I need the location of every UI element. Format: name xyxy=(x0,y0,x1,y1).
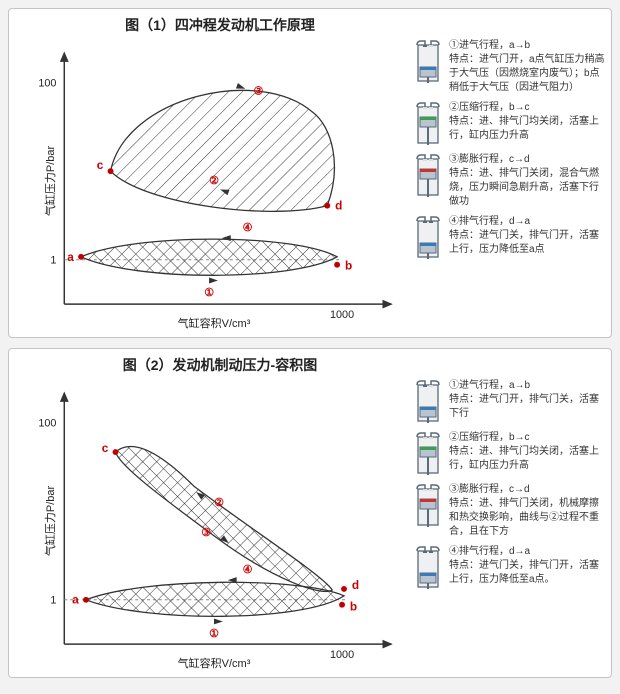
svg-text:d: d xyxy=(352,578,359,592)
figure-2-legend: ①进气行程，a→b特点：进气门开，排气门关，活塞下行 ②压缩行程，b→c特点：进… xyxy=(413,379,607,591)
legend-body: 特点：进、排气门关闭，机械摩擦和热交换影响，曲线与②过程不重合，且在下方 xyxy=(449,497,607,539)
legend-body: 特点：进气门关，排气门开，活塞上行，压力降低至a点。 xyxy=(449,559,607,587)
legend-body: 特点：进、排气门均关闭，活塞上行，缸内压力升高 xyxy=(449,445,607,473)
legend-text: ②压缩行程，b→c特点：进、排气门均关闭，活塞上行，缸内压力升高 xyxy=(449,431,607,477)
svg-text:c: c xyxy=(97,158,104,172)
svg-text:1: 1 xyxy=(50,595,56,607)
legend-body: 特点：进气门开，a点气缸压力稍高于大气压（因燃烧室内废气）；b点稍低于大气压（因… xyxy=(449,53,607,95)
legend-item-1: ①进气行程，a→b特点：进气门开，a点气缸压力稍高于大气压（因燃烧室内废气）；b… xyxy=(413,39,607,95)
figure-1-svg: 1 100 1000 a b c d ① ② ③ ④ xyxy=(17,33,411,329)
legend-head: ①进气行程，a→b xyxy=(449,379,607,393)
svg-text:④: ④ xyxy=(243,222,253,234)
y-axis-label: 气缸压力P/bar xyxy=(42,486,58,556)
svg-text:①: ① xyxy=(209,628,219,640)
legend-body: 特点：进、排气门均关闭，活塞上行，缸内压力升高 xyxy=(449,115,607,143)
figure-2-svg: 1 100 1000 a b c d ① ② ③ ④ xyxy=(17,373,411,669)
legend-body: 特点：进气门开，排气门关，活塞下行 xyxy=(449,393,607,421)
figure-2-title: 图（2）发动机制动压力-容积图 xyxy=(9,355,431,375)
legend-item-4: ④排气行程，d→a特点：进气门关，排气门开，活塞上行，压力降低至a点 xyxy=(413,215,607,261)
svg-text:③: ③ xyxy=(253,85,263,97)
figure-1-panel: 图（1）四冲程发动机工作原理 气缸压力P/bar 气缸容积V/cm³ 11001… xyxy=(8,8,612,338)
legend-body: 特点：进气门关，排气门开，活塞上行，压力降低至a点 xyxy=(449,229,607,257)
legend-head: ②压缩行程，b→c xyxy=(449,431,607,445)
legend-item-3: ③膨胀行程，c→d特点：进、排气门关闭，混合气燃烧，压力瞬间急剧升高，活塞下行做… xyxy=(413,153,607,209)
x-axis-label: 气缸容积V/cm³ xyxy=(178,655,251,671)
legend-item-1: ①进气行程，a→b特点：进气门开，排气门关，活塞下行 xyxy=(413,379,607,425)
svg-text:④: ④ xyxy=(243,564,253,576)
svg-text:100: 100 xyxy=(38,417,56,429)
piston-icon xyxy=(413,153,443,199)
piston-icon xyxy=(413,101,443,147)
piston-icon xyxy=(413,379,443,425)
y-axis-label: 气缸压力P/bar xyxy=(42,146,58,216)
piston-icon xyxy=(413,483,443,529)
legend-item-4: ④排气行程，d→a特点：进气门关，排气门开，活塞上行，压力降低至a点。 xyxy=(413,545,607,591)
svg-text:①: ① xyxy=(204,287,214,299)
legend-text: ④排气行程，d→a特点：进气门关，排气门开，活塞上行，压力降低至a点 xyxy=(449,215,607,261)
svg-text:100: 100 xyxy=(38,77,56,89)
svg-text:b: b xyxy=(345,259,352,273)
svg-text:②: ② xyxy=(214,497,224,509)
x-axis-label: 气缸容积V/cm³ xyxy=(178,315,251,331)
svg-text:③: ③ xyxy=(201,527,211,539)
svg-text:1000: 1000 xyxy=(330,309,354,321)
svg-text:1: 1 xyxy=(50,255,56,267)
legend-head: ③膨胀行程，c→d xyxy=(449,483,607,497)
legend-head: ③膨胀行程，c→d xyxy=(449,153,607,167)
svg-text:1000: 1000 xyxy=(330,649,354,661)
svg-text:a: a xyxy=(67,250,74,264)
piston-icon xyxy=(413,39,443,85)
legend-item-2: ②压缩行程，b→c特点：进、排气门均关闭，活塞上行，缸内压力升高 xyxy=(413,101,607,147)
legend-head: ②压缩行程，b→c xyxy=(449,101,607,115)
legend-text: ①进气行程，a→b特点：进气门开，a点气缸压力稍高于大气压（因燃烧室内废气）；b… xyxy=(449,39,607,95)
legend-head: ④排气行程，d→a xyxy=(449,545,607,559)
figure-2-panel: 图（2）发动机制动压力-容积图 气缸压力P/bar 气缸容积V/cm³ 1 100… xyxy=(8,348,612,678)
legend-text: ③膨胀行程，c→d特点：进、排气门关闭，机械摩擦和热交换影响，曲线与②过程不重合… xyxy=(449,483,607,539)
svg-text:a: a xyxy=(72,593,79,607)
legend-text: ③膨胀行程，c→d特点：进、排气门关闭，混合气燃烧，压力瞬间急剧升高，活塞下行做… xyxy=(449,153,607,209)
legend-item-2: ②压缩行程，b→c特点：进、排气门均关闭，活塞上行，缸内压力升高 xyxy=(413,431,607,477)
legend-text: ①进气行程，a→b特点：进气门开，排气门关，活塞下行 xyxy=(449,379,607,425)
legend-head: ①进气行程，a→b xyxy=(449,39,607,53)
legend-item-3: ③膨胀行程，c→d特点：进、排气门关闭，机械摩擦和热交换影响，曲线与②过程不重合… xyxy=(413,483,607,539)
legend-head: ④排气行程，d→a xyxy=(449,215,607,229)
svg-text:c: c xyxy=(102,441,109,455)
figure-1-title: 图（1）四冲程发动机工作原理 xyxy=(9,15,431,35)
svg-text:②: ② xyxy=(209,175,219,187)
legend-text: ④排气行程，d→a特点：进气门关，排气门开，活塞上行，压力降低至a点。 xyxy=(449,545,607,591)
piston-icon xyxy=(413,215,443,261)
figure-1-chart: 气缸压力P/bar 气缸容积V/cm³ 1 100 1000 a b c d ① ② ③ ④ xyxy=(17,33,411,329)
legend-text: ②压缩行程，b→c特点：进、排气门均关闭，活塞上行，缸内压力升高 xyxy=(449,101,607,147)
figure-1-legend: ①进气行程，a→b特点：进气门开，a点气缸压力稍高于大气压（因燃烧室内废气）；b… xyxy=(413,39,607,261)
legend-body: 特点：进、排气门关闭，混合气燃烧，压力瞬间急剧升高，活塞下行做功 xyxy=(449,167,607,209)
piston-icon xyxy=(413,545,443,591)
piston-icon xyxy=(413,431,443,477)
svg-text:d: d xyxy=(335,199,342,213)
figure-2-chart: 气缸压力P/bar 气缸容积V/cm³ 1 100 1000 a b c d ① ② ③ ④ xyxy=(17,373,411,669)
svg-text:b: b xyxy=(350,600,357,614)
